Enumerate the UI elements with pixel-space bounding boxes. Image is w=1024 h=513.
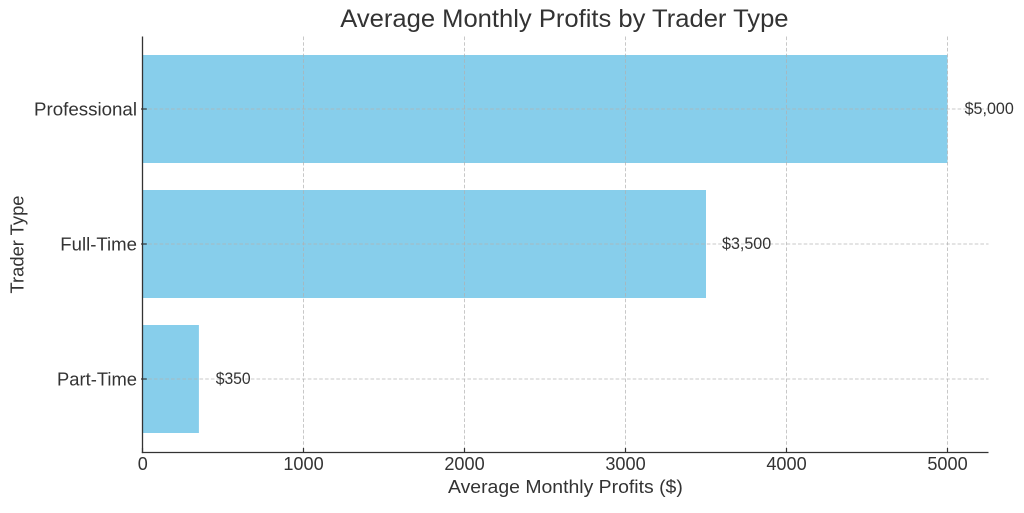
- svg-text:Part-Time: Part-Time: [57, 369, 137, 389]
- svg-text:0: 0: [138, 454, 148, 474]
- svg-text:1000: 1000: [283, 454, 323, 474]
- svg-text:$3,500: $3,500: [722, 234, 771, 253]
- svg-text:Average Monthly Profits by Tra: Average Monthly Profits by Trader Type: [340, 6, 788, 33]
- svg-text:$350: $350: [216, 369, 251, 388]
- svg-text:Trader Type: Trader Type: [8, 196, 28, 294]
- svg-text:$5,000: $5,000: [965, 99, 1014, 118]
- svg-text:Professional: Professional: [34, 99, 137, 119]
- svg-text:4000: 4000: [766, 454, 806, 474]
- svg-text:Full-Time: Full-Time: [60, 234, 137, 254]
- svg-text:2000: 2000: [444, 454, 484, 474]
- svg-text:Average Monthly Profits ($): Average Monthly Profits ($): [448, 477, 683, 497]
- svg-text:5000: 5000: [927, 454, 967, 474]
- svg-text:3000: 3000: [605, 454, 645, 474]
